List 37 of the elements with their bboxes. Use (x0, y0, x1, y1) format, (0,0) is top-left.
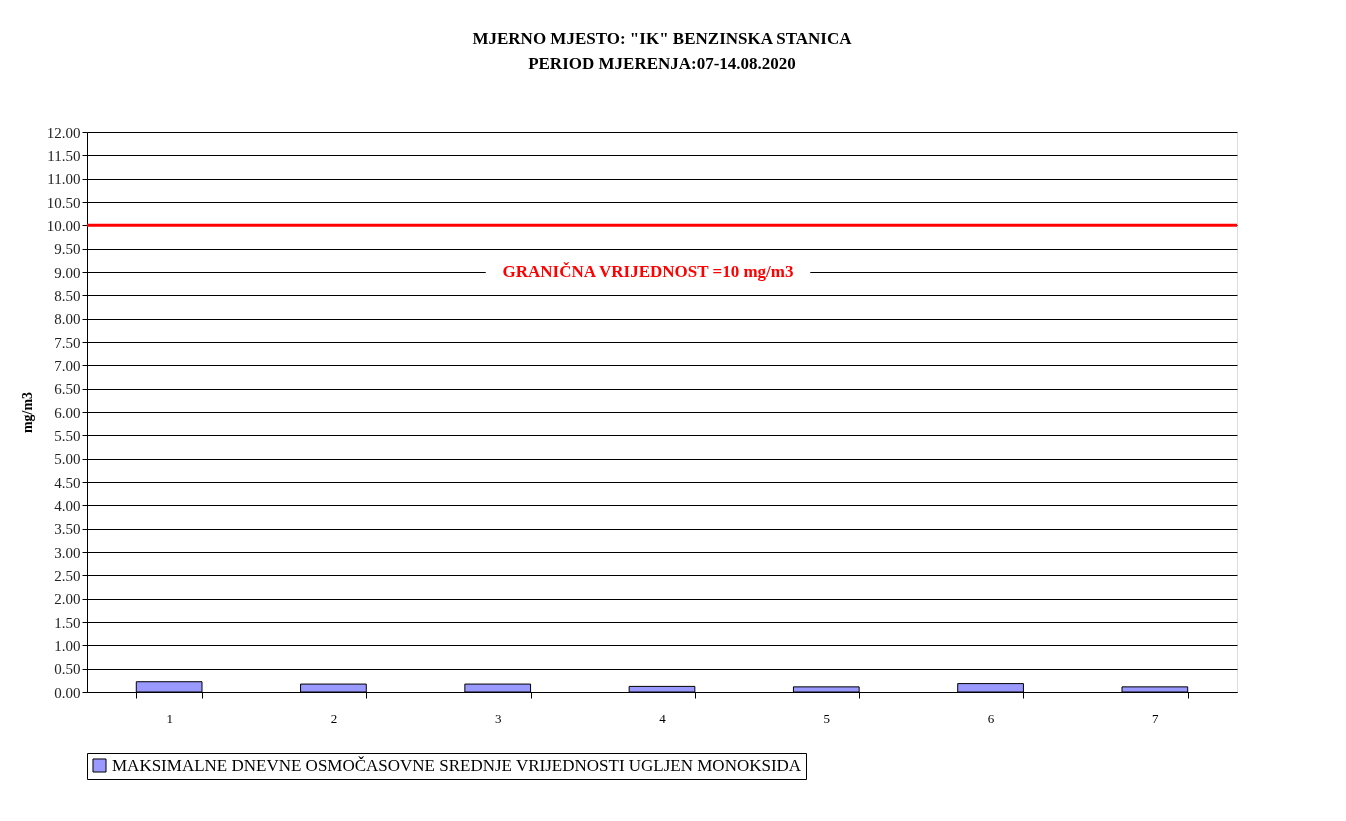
y-tick-label: 9.00 (54, 264, 81, 281)
y-tick-label: 4.50 (54, 474, 81, 491)
y-tick-label: 10.00 (46, 217, 81, 234)
y-tick-label: 12.00 (46, 124, 81, 141)
x-tick-label: 7 (1152, 710, 1160, 726)
y-tick-label: 2.50 (54, 567, 81, 584)
y-tick-label: 5.50 (54, 427, 81, 444)
y-tick-label: 0.50 (54, 661, 81, 678)
chart-title: MJERNO MJESTO: "IK" BENZINSKA STANICA (472, 29, 853, 48)
x-tick-label: 6 (987, 710, 995, 726)
x-tick-label: 3 (494, 710, 502, 726)
x-tick-label: 5 (823, 710, 831, 726)
y-tick-label: 4.00 (54, 497, 81, 514)
y-tick-label: 8.50 (54, 287, 81, 304)
y-tick-label: 0.00 (54, 684, 81, 701)
legend-label: MAKSIMALNE DNEVNE OSMOČASOVNE SREDNJE VRIJEDNOSTI UGLJEN MONOKSIDA (112, 755, 802, 775)
y-tick-label: 11.50 (47, 147, 81, 164)
y-tick-label: 9.50 (54, 241, 81, 258)
y-tick-label: 7.50 (54, 334, 81, 351)
x-tick-label: 2 (330, 710, 338, 726)
y-axis-title: mg/m3 (19, 391, 35, 434)
y-tick-label: 6.50 (54, 381, 81, 398)
y-tick-label: 2.00 (54, 591, 81, 608)
y-tick-label: 7.00 (54, 357, 81, 374)
y-tick-label: 6.00 (54, 404, 81, 421)
ref-line-label: GRANIČNA VRIJEDNOST =10 mg/m3 (502, 262, 794, 281)
chart-subtitle: PERIOD MJERENJA:07-14.08.2020 (528, 54, 796, 73)
x-tick-label: 4 (659, 710, 667, 726)
y-tick-label: 10.50 (46, 194, 81, 211)
y-tick-label: 5.00 (54, 451, 81, 468)
y-tick-label: 11.00 (47, 171, 81, 188)
y-tick-label: 1.00 (54, 637, 81, 654)
y-tick-label: 1.50 (54, 614, 81, 631)
x-tick-label: 1 (166, 710, 173, 726)
y-tick-label: 3.50 (54, 521, 81, 538)
y-tick-label: 3.00 (54, 544, 81, 561)
y-tick-label: 8.00 (54, 311, 81, 328)
